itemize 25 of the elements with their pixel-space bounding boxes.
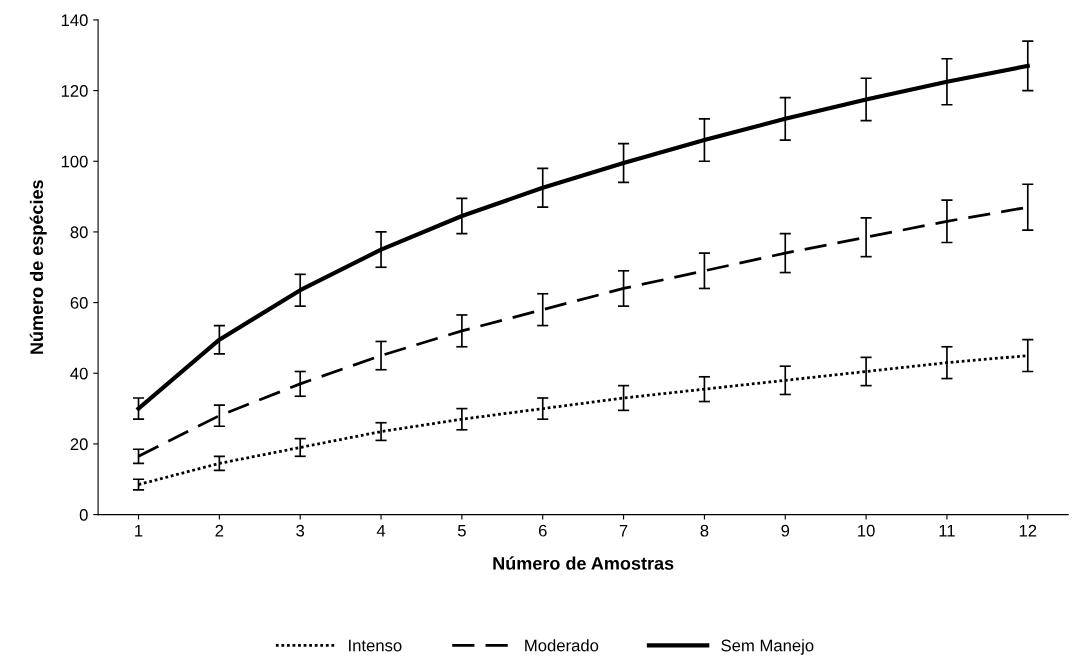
y-axis-title: Número de espécies [29,180,47,354]
y-tick-label: 100 [61,155,88,168]
legend-label: Intenso [349,639,402,652]
y-tick-label: 140 [61,14,88,27]
x-tick-label: 1 [135,524,143,537]
y-tick-label: 20 [70,438,88,451]
x-tick-label: 7 [619,524,628,537]
y-tick-label: 80 [70,226,88,239]
y-tick-label: 0 [79,509,88,521]
x-tick-label: 9 [781,524,790,537]
x-tick-label: 10 [858,524,875,537]
x-tick-label: 6 [538,524,547,537]
legend-label: Sem Manejo [721,639,814,655]
x-tick-label: 2 [215,524,224,537]
x-tick-label: 11 [939,524,955,537]
x-tick-label: 8 [700,524,709,537]
x-axis-title: Número de Amostras [493,556,674,570]
y-tick-label: 60 [70,297,88,309]
y-tick-label: 120 [61,84,88,97]
y-tick-label: 40 [70,367,88,380]
x-tick-label: 12 [1019,524,1037,537]
legend-label: Moderado [525,639,599,652]
x-tick-label: 3 [296,524,305,537]
x-tick-label: 5 [457,524,466,537]
x-tick-label: 4 [376,524,386,537]
